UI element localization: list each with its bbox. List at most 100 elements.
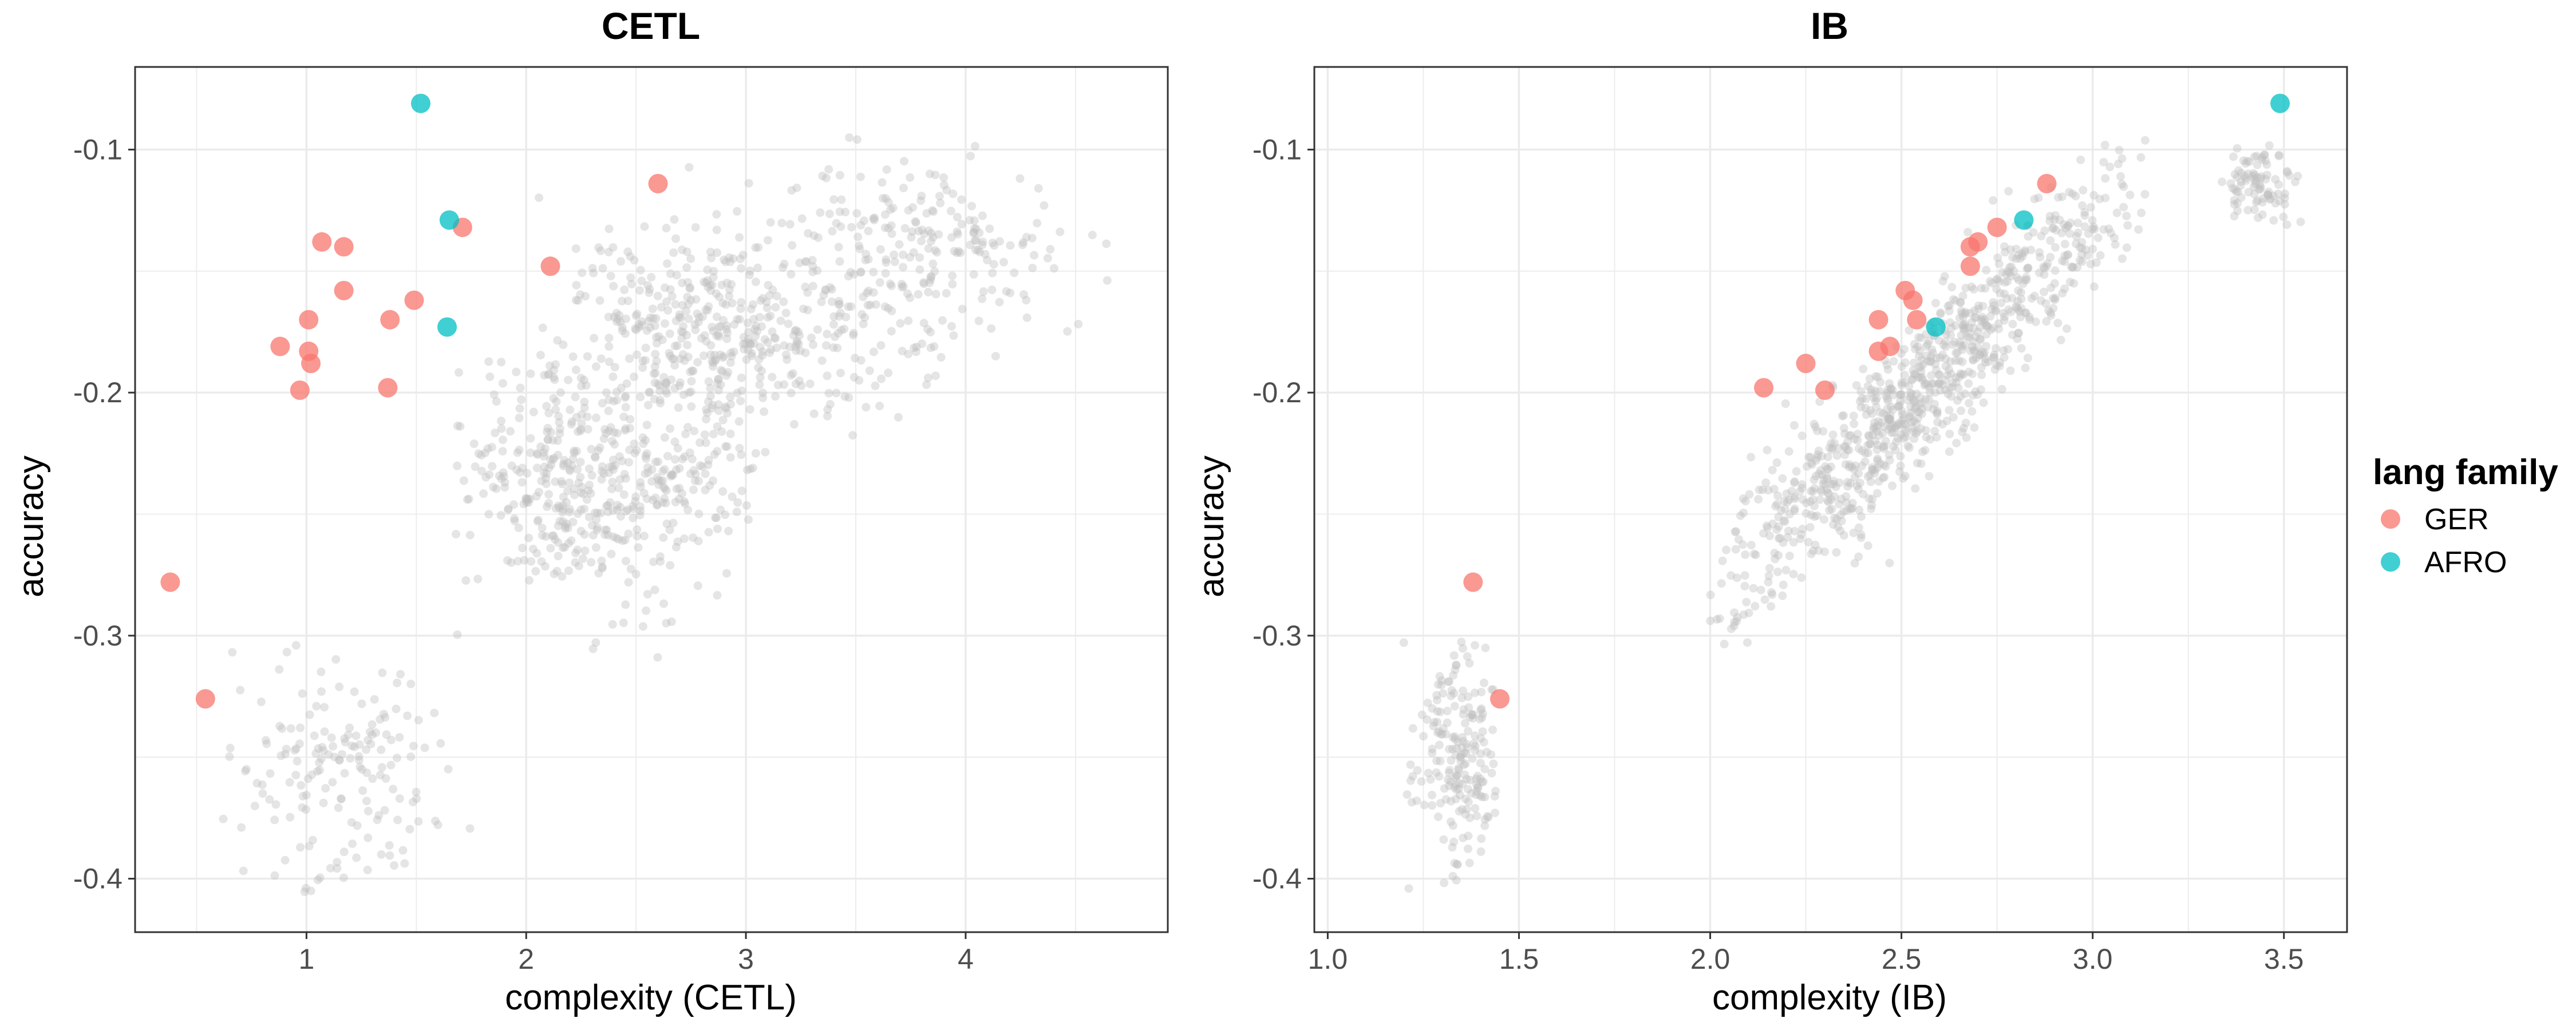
- background-point: [523, 496, 532, 505]
- background-point: [2050, 279, 2059, 288]
- background-point: [2250, 205, 2259, 215]
- background-point: [1908, 374, 1917, 383]
- background-point: [716, 350, 725, 359]
- background-point: [995, 298, 1004, 307]
- background-point: [463, 495, 472, 504]
- background-point: [641, 436, 650, 445]
- background-point: [1958, 309, 1967, 318]
- background-point: [2088, 216, 2097, 225]
- background-point: [1999, 346, 2008, 355]
- background-point: [904, 350, 913, 359]
- background-point: [2069, 263, 2078, 272]
- background-point: [1905, 443, 1914, 452]
- background-point: [1778, 591, 1787, 600]
- background-point: [662, 486, 671, 495]
- background-point: [1846, 431, 1855, 440]
- background-point: [1827, 505, 1836, 514]
- background-point: [2055, 215, 2064, 224]
- background-point: [1040, 201, 1049, 210]
- background-point: [662, 619, 671, 628]
- background-point: [1774, 522, 1783, 531]
- background-point: [1457, 750, 1466, 759]
- background-point: [1843, 482, 1852, 491]
- background-point: [668, 471, 677, 480]
- background-point: [542, 502, 551, 512]
- y-tick-label: -0.2: [73, 377, 123, 409]
- background-point: [275, 722, 285, 731]
- background-point: [2291, 177, 2300, 187]
- background-point: [1428, 790, 1437, 799]
- background-point: [252, 779, 262, 788]
- background-point: [1980, 315, 1989, 324]
- background-point: [827, 285, 836, 294]
- background-point: [1929, 405, 1938, 414]
- background-point: [718, 367, 727, 376]
- background-point: [589, 268, 598, 278]
- background-point: [335, 755, 344, 764]
- background-point: [861, 255, 870, 264]
- background-point: [1843, 478, 1852, 487]
- background-point: [669, 518, 678, 528]
- background-point: [1956, 298, 1965, 307]
- background-point: [787, 389, 796, 398]
- background-point: [308, 835, 317, 845]
- background-point: [305, 842, 314, 851]
- background-point: [636, 478, 645, 487]
- background-point: [1845, 460, 1854, 469]
- background-point: [621, 600, 630, 609]
- background-point: [864, 286, 873, 295]
- background-point: [688, 366, 697, 375]
- background-point: [2111, 240, 2120, 249]
- background-point: [855, 376, 864, 385]
- background-point: [704, 528, 713, 537]
- background-point: [1470, 641, 1479, 650]
- background-point: [1989, 196, 1998, 205]
- background-point: [595, 443, 605, 452]
- background-point: [1977, 347, 1986, 356]
- background-point: [1955, 373, 1964, 382]
- background-point: [591, 508, 600, 517]
- background-point: [1965, 399, 1974, 408]
- background-point: [926, 343, 935, 352]
- background-point: [2014, 251, 2023, 260]
- background-point: [599, 469, 609, 478]
- background-point: [641, 451, 650, 461]
- background-point: [544, 498, 553, 508]
- background-point: [1850, 473, 1859, 482]
- background-point: [682, 307, 691, 316]
- background-point: [1722, 545, 1731, 554]
- background-point: [1450, 702, 1459, 711]
- background-point: [1888, 405, 1898, 414]
- background-point: [904, 316, 913, 326]
- background-point: [570, 448, 579, 457]
- background-point: [610, 428, 619, 437]
- background-point: [751, 449, 760, 458]
- background-point: [722, 371, 731, 380]
- background-point: [543, 423, 552, 433]
- background-point: [1911, 403, 1921, 412]
- background-point: [612, 308, 621, 318]
- background-point: [1789, 478, 1799, 488]
- background-point: [538, 524, 547, 533]
- background-point: [1785, 551, 1794, 560]
- background-point: [368, 730, 377, 739]
- background-point: [1736, 511, 1745, 520]
- background-point: [1884, 425, 1893, 434]
- background-point: [1823, 474, 1832, 484]
- background-point: [1779, 538, 1788, 547]
- background-point: [2006, 262, 2016, 271]
- background-point: [1428, 748, 1437, 758]
- background-point: [396, 670, 405, 679]
- background-point: [833, 343, 842, 352]
- background-point: [683, 352, 693, 362]
- background-point: [1739, 540, 1748, 549]
- background-point: [691, 325, 700, 334]
- background-point: [721, 442, 730, 451]
- background-point: [691, 223, 700, 232]
- background-point: [1863, 449, 1872, 458]
- background-point: [1945, 429, 1954, 438]
- background-point: [745, 405, 754, 414]
- background-point: [931, 290, 941, 299]
- background-point: [1959, 312, 1968, 322]
- background-point: [751, 331, 760, 340]
